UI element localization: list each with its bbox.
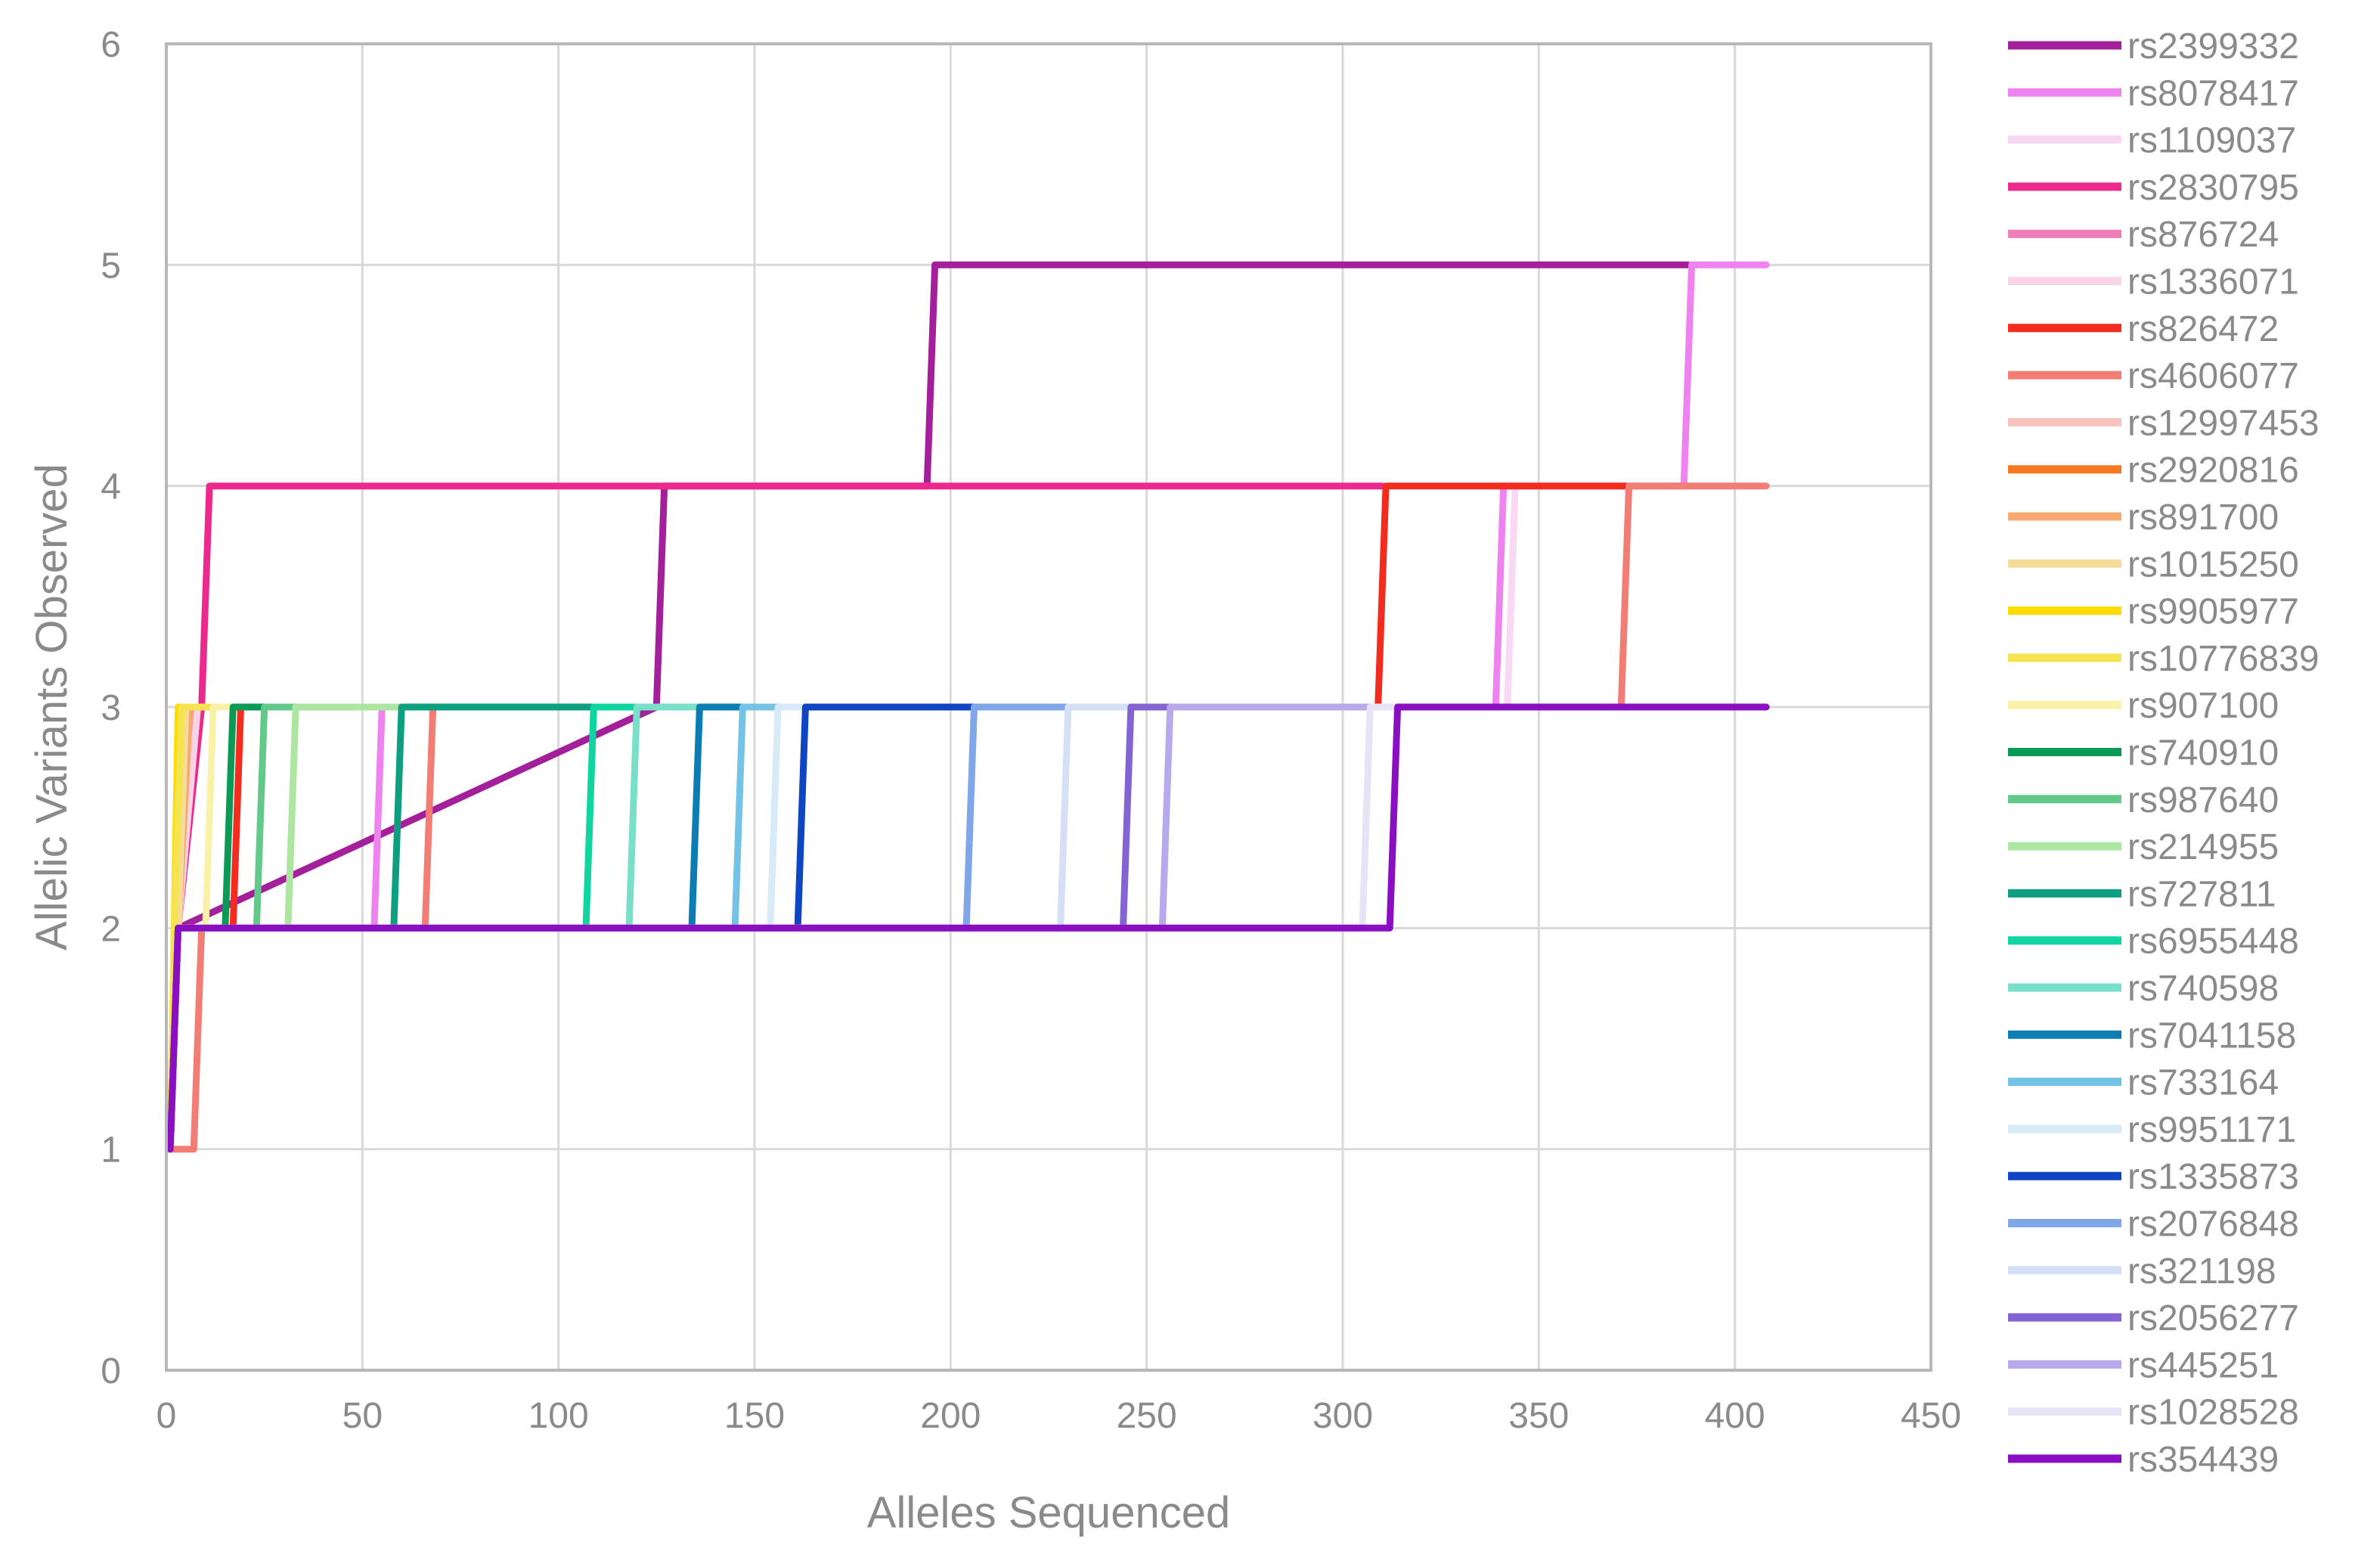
- legend-label: rs321198: [2127, 1251, 2276, 1292]
- legend-label: rs876724: [2127, 215, 2279, 255]
- legend-label: rs1336071: [2127, 262, 2299, 302]
- legend-label: rs1335873: [2127, 1157, 2299, 1197]
- series-line-rs354439: [166, 703, 1770, 1153]
- legend-label: rs214955: [2127, 827, 2279, 867]
- x-tick-label: 350: [1508, 1396, 1569, 1436]
- legend-label: rs445251: [2127, 1345, 2279, 1385]
- legend-label: rs2056277: [2127, 1298, 2299, 1338]
- legend-label: rs727811: [2127, 874, 2276, 914]
- legend-label: rs6955448: [2127, 922, 2299, 962]
- legend: rs2399332 rs8078417 rs1109037 rs2830795 rs87…: [2008, 26, 2320, 1480]
- legend-label: rs354439: [2127, 1440, 2279, 1480]
- x-tick-label: 200: [920, 1396, 981, 1436]
- x-tick-labels: 0 50 100 150 200 250 300 350 400 450: [156, 1396, 1961, 1436]
- x-tick-label: 100: [528, 1396, 589, 1436]
- y-tick-labels: 0 1 2 3 4 5 6: [101, 25, 121, 1391]
- legend-label: rs907100: [2127, 686, 2279, 726]
- legend-label: rs7041158: [2127, 1016, 2296, 1056]
- legend-label: rs2076848: [2127, 1205, 2299, 1245]
- x-tick-label: 50: [342, 1396, 383, 1436]
- legend-label: rs4606077: [2127, 356, 2299, 396]
- x-tick-label: 250: [1117, 1396, 1177, 1436]
- legend-label: rs2399332: [2127, 26, 2299, 67]
- legend-label: rs987640: [2127, 780, 2279, 820]
- series-line-rs826472: [166, 482, 1629, 1153]
- y-axis-title: Allelic Variants Observed: [27, 464, 76, 951]
- legend-label: rs1015250: [2127, 544, 2299, 585]
- y-tick-label: 2: [101, 909, 121, 949]
- legend-label: rs9951171: [2127, 1110, 2296, 1150]
- legend-label: rs2830795: [2127, 168, 2299, 208]
- y-tick-label: 3: [101, 688, 121, 728]
- x-tick-label: 400: [1705, 1396, 1765, 1436]
- x-axis-title: Alleles Sequenced: [867, 1488, 1230, 1537]
- legend-label: rs8078417: [2127, 73, 2299, 113]
- x-tick-label: 300: [1312, 1396, 1373, 1436]
- legend-label: rs12997453: [2127, 403, 2320, 443]
- legend-label: rs9905977: [2127, 592, 2299, 632]
- y-tick-label: 5: [101, 246, 121, 286]
- x-tick-label: 450: [1901, 1396, 1961, 1436]
- y-tick-label: 1: [101, 1131, 121, 1171]
- legend-label: rs740598: [2127, 969, 2279, 1009]
- x-tick-label: 150: [724, 1396, 785, 1436]
- legend-label: rs740910: [2127, 734, 2279, 774]
- x-tick-label: 0: [156, 1396, 177, 1436]
- series-line-rs4606077: [166, 482, 1770, 1153]
- y-tick-label: 4: [101, 467, 121, 507]
- legend-label: rs826472: [2127, 309, 2279, 349]
- legend-label: rs1109037: [2127, 121, 2296, 161]
- series-lines: [166, 261, 1770, 1153]
- legend-label: rs1028528: [2127, 1393, 2299, 1433]
- legend-label: rs10776839: [2127, 639, 2320, 679]
- legend-label: rs733164: [2127, 1063, 2279, 1103]
- y-tick-label: 6: [101, 25, 121, 65]
- plot-area-border: [165, 42, 1932, 1372]
- legend-label: rs891700: [2127, 498, 2279, 538]
- legend-label: rs2920816: [2127, 451, 2299, 491]
- y-tick-label: 0: [101, 1351, 121, 1391]
